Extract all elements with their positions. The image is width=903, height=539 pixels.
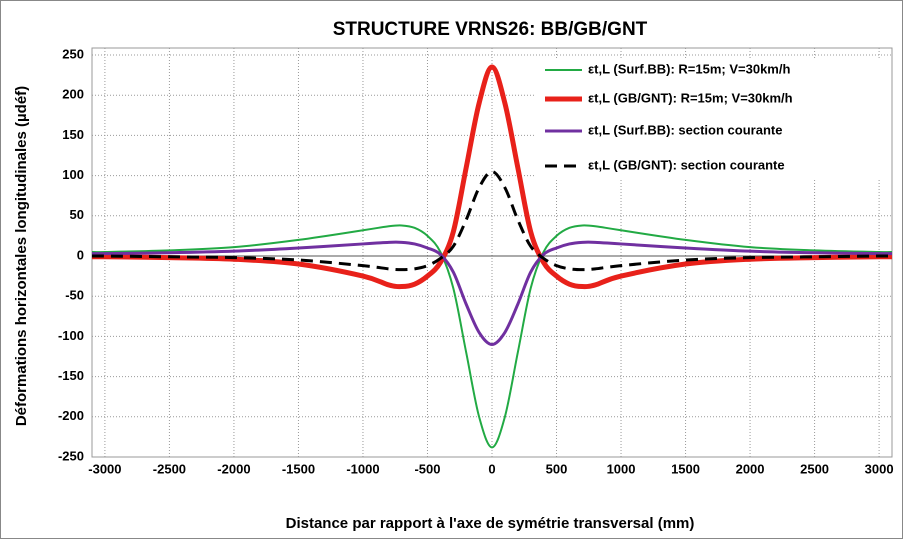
x-tick-label: -500 <box>414 461 440 476</box>
y-tick-label: 200 <box>62 87 84 102</box>
x-tick-label: 0 <box>488 461 495 476</box>
x-tick-label: 2000 <box>736 461 765 476</box>
x-tick-label: -2000 <box>217 461 250 476</box>
y-tick-label: -200 <box>58 408 84 423</box>
x-tick-label: -2500 <box>153 461 186 476</box>
legend-box <box>535 58 891 180</box>
series-line <box>91 224 893 449</box>
x-tick-label: -3000 <box>88 461 121 476</box>
series-line <box>91 170 893 272</box>
y-tick-label: 150 <box>62 127 84 142</box>
y-tick-label: -50 <box>65 288 84 303</box>
legend-label: εt,L (GB/GNT): section courante <box>588 157 785 172</box>
y-tick-label: -150 <box>58 368 84 383</box>
x-tick-label: -1000 <box>346 461 379 476</box>
y-tick-label: 0 <box>77 247 84 262</box>
y-tick-label: 100 <box>62 167 84 182</box>
x-tick-label: 1500 <box>671 461 700 476</box>
chart-title: STRUCTURE VRNS26: BB/GB/GNT <box>333 19 648 40</box>
x-axis-label: Distance par rapport à l'axe de symétrie… <box>286 515 695 532</box>
y-tick-label: 50 <box>70 207 84 222</box>
legend-label: εt,L (GB/GNT): R=15m; V=30km/h <box>588 90 793 105</box>
x-tick-label: 1000 <box>607 461 636 476</box>
y-axis-label: Déformations horizontales longitudinales… <box>13 86 30 426</box>
x-tick-label: -1500 <box>282 461 315 476</box>
legend-label: εt,L (Surf.BB): section courante <box>588 122 782 137</box>
y-tick-label: -100 <box>58 328 84 343</box>
y-tick-label: -250 <box>58 448 84 463</box>
x-tick-label: 2500 <box>800 461 829 476</box>
y-tick-label: 250 <box>62 46 84 61</box>
legend-label: εt,L (Surf.BB): R=15m; V=30km/h <box>588 61 790 76</box>
series-line <box>91 64 893 290</box>
series-line <box>91 240 893 346</box>
legend: εt,L (Surf.BB): R=15m; V=30km/h εt,L (GB/… <box>535 58 891 180</box>
x-tick-label: 3000 <box>865 461 894 476</box>
x-tick-label: 500 <box>546 461 568 476</box>
